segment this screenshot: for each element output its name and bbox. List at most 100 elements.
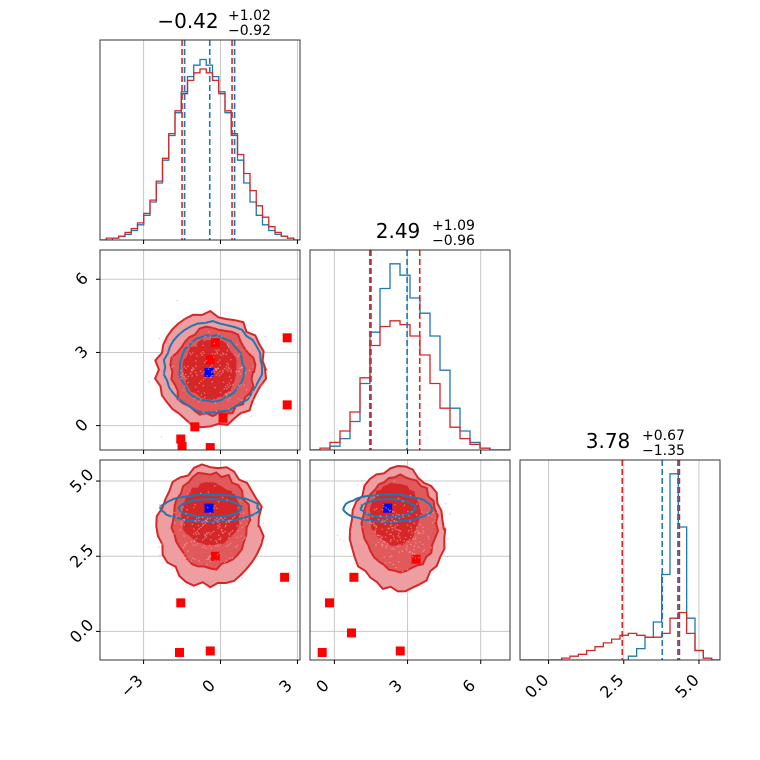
sample-point <box>233 419 236 421</box>
sample-point <box>220 516 222 519</box>
sample-point <box>359 525 362 528</box>
sample-point <box>183 365 186 368</box>
sample-point <box>190 540 193 543</box>
title-plus-error: +1.09 <box>432 218 475 234</box>
sample-point <box>208 544 211 546</box>
sample-point <box>171 558 174 560</box>
sample-point <box>239 373 242 375</box>
sample-point <box>220 335 223 338</box>
sample-point <box>218 374 221 377</box>
sample-point <box>397 513 400 516</box>
sample-point <box>176 299 178 302</box>
sample-point <box>187 381 189 384</box>
marker-red <box>205 646 215 656</box>
sample-point <box>225 365 228 368</box>
marker-red <box>210 338 220 348</box>
sample-point <box>171 356 174 358</box>
sample-point <box>386 542 389 545</box>
sample-point <box>195 544 197 546</box>
sample-point <box>387 508 390 510</box>
sample-point <box>183 317 185 320</box>
hist-panel-2-border <box>519 459 721 661</box>
sample-point <box>183 520 185 522</box>
sample-point <box>399 530 402 532</box>
sample-point <box>214 545 217 547</box>
sample-point <box>164 523 166 526</box>
sample-point <box>203 544 206 547</box>
sample-point <box>172 385 175 387</box>
sample-point <box>427 535 430 538</box>
sample-point <box>227 366 230 369</box>
sample-point <box>214 402 217 404</box>
sample-point <box>222 381 225 384</box>
sample-point <box>243 564 245 566</box>
sample-point <box>229 358 232 361</box>
sample-point <box>354 528 357 531</box>
sample-point <box>397 535 399 537</box>
sample-point <box>417 546 420 548</box>
sample-point <box>227 370 229 372</box>
sample-point <box>185 557 187 560</box>
sample-point <box>357 532 360 535</box>
sample-point <box>362 502 364 505</box>
sample-point <box>229 557 231 560</box>
sample-point <box>403 539 405 542</box>
sample-point <box>213 322 215 325</box>
sample-point <box>198 528 200 530</box>
sample-point <box>236 536 238 539</box>
sample-point <box>372 522 375 524</box>
sample-point <box>375 544 377 546</box>
sample-point <box>179 529 181 531</box>
sample-point <box>217 334 219 336</box>
sample-point <box>173 511 176 514</box>
sample-point <box>222 518 224 521</box>
sample-point <box>194 386 197 388</box>
sample-point <box>206 520 208 523</box>
sample-point <box>253 348 255 351</box>
sample-point <box>196 530 198 532</box>
sample-point <box>213 398 216 401</box>
sample-point <box>185 542 188 544</box>
sample-point <box>233 563 235 566</box>
sample-point <box>379 515 381 517</box>
sample-point <box>225 560 228 562</box>
sample-point <box>420 568 422 570</box>
sample-point <box>190 416 192 419</box>
sample-point <box>193 558 196 560</box>
sample-point <box>224 525 227 528</box>
sample-point <box>413 553 416 556</box>
sample-point <box>231 557 234 559</box>
sample-point <box>223 387 226 390</box>
sample-point <box>202 539 204 541</box>
marker-blue <box>204 503 214 513</box>
sample-point <box>365 558 367 561</box>
sample-point <box>214 559 217 562</box>
sample-point <box>187 375 190 378</box>
sample-point <box>422 543 424 545</box>
sample-point <box>448 493 451 496</box>
y-tick-label: 6 <box>71 269 92 290</box>
sample-point <box>377 494 379 497</box>
sample-point <box>240 413 243 415</box>
sample-point <box>185 512 187 515</box>
sample-point <box>214 324 216 326</box>
sample-point <box>165 506 168 509</box>
sample-point <box>201 569 204 571</box>
sample-point <box>192 528 195 530</box>
sample-point <box>374 524 376 527</box>
sample-point <box>209 517 211 520</box>
sample-point <box>412 548 415 551</box>
sample-point <box>415 513 418 516</box>
sample-point <box>226 383 229 386</box>
sample-point <box>391 518 393 520</box>
x-tick-label: 3 <box>275 676 296 697</box>
sample-point <box>234 546 237 549</box>
sample-point <box>195 345 198 347</box>
sample-point <box>194 360 197 362</box>
sample-point <box>392 563 395 566</box>
sample-point <box>188 561 190 564</box>
sample-point <box>160 436 163 438</box>
sample-point <box>361 479 363 482</box>
sample-point <box>393 511 396 513</box>
sample-point <box>240 399 243 401</box>
